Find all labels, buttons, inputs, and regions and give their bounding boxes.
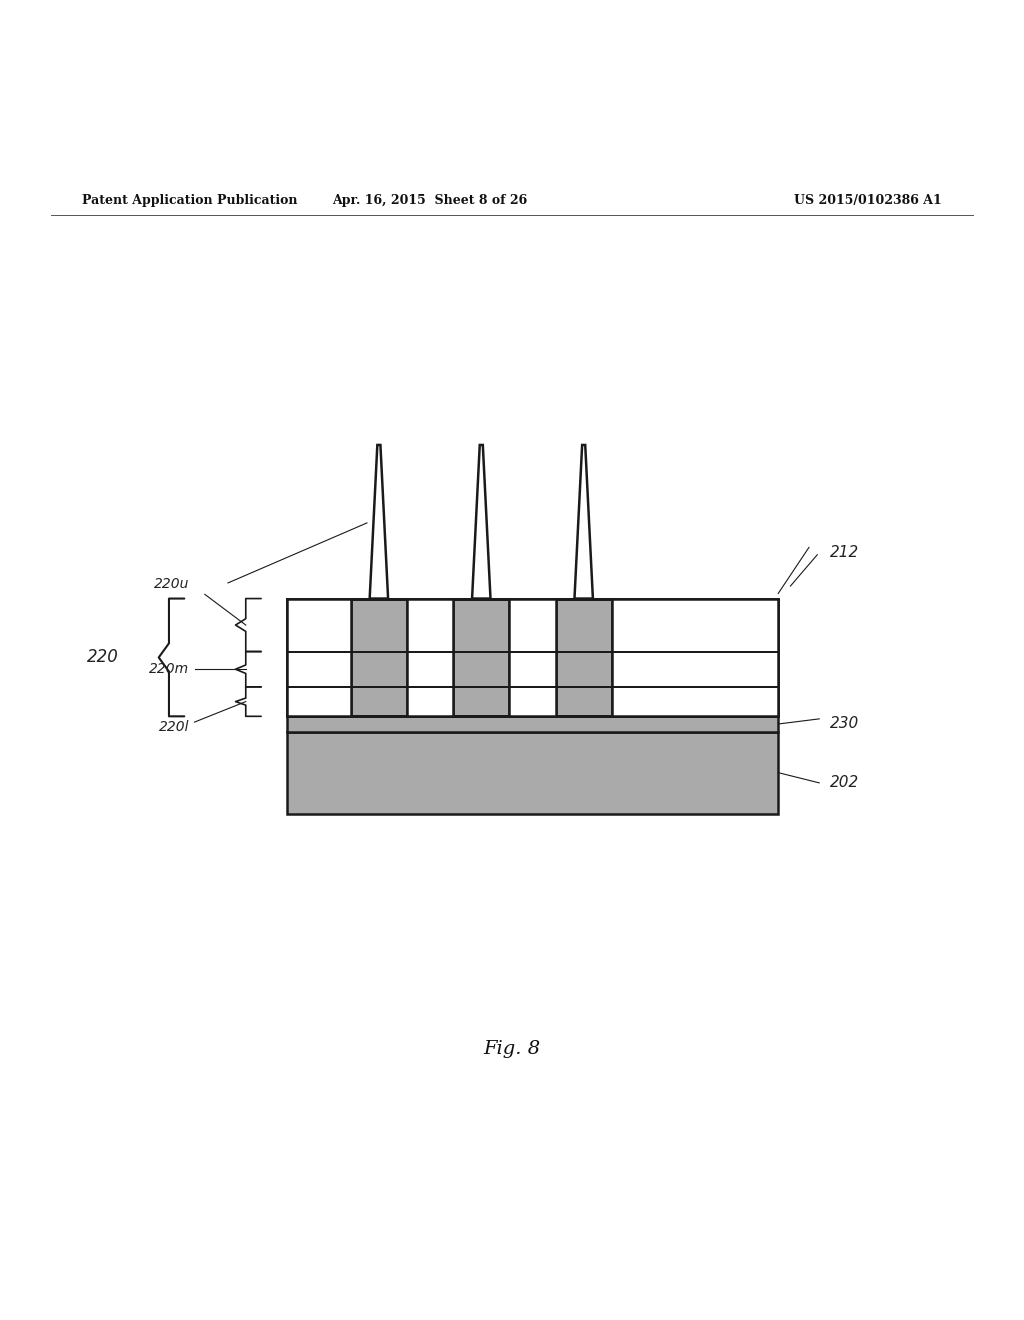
- Bar: [287, 598, 350, 717]
- Text: 230: 230: [829, 717, 859, 731]
- Bar: [287, 731, 778, 813]
- Text: 202: 202: [829, 775, 859, 791]
- Text: 212: 212: [829, 545, 859, 560]
- Polygon shape: [370, 445, 388, 598]
- Text: 220l: 220l: [159, 721, 189, 734]
- Bar: [453, 598, 509, 717]
- Bar: [287, 717, 778, 731]
- Bar: [350, 598, 407, 717]
- Text: Patent Application Publication: Patent Application Publication: [82, 194, 297, 207]
- Text: US 2015/0102386 A1: US 2015/0102386 A1: [795, 194, 942, 207]
- Text: 220u: 220u: [154, 577, 189, 591]
- Bar: [555, 598, 612, 717]
- Bar: [287, 598, 778, 717]
- Text: 220: 220: [86, 648, 119, 667]
- Polygon shape: [472, 445, 490, 598]
- Bar: [611, 598, 778, 717]
- Bar: [510, 598, 555, 717]
- Text: 220m: 220m: [150, 663, 189, 676]
- Text: Fig. 8: Fig. 8: [483, 1040, 541, 1059]
- Bar: [408, 598, 453, 717]
- Polygon shape: [574, 445, 593, 598]
- Bar: [287, 598, 778, 717]
- Text: Apr. 16, 2015  Sheet 8 of 26: Apr. 16, 2015 Sheet 8 of 26: [333, 194, 527, 207]
